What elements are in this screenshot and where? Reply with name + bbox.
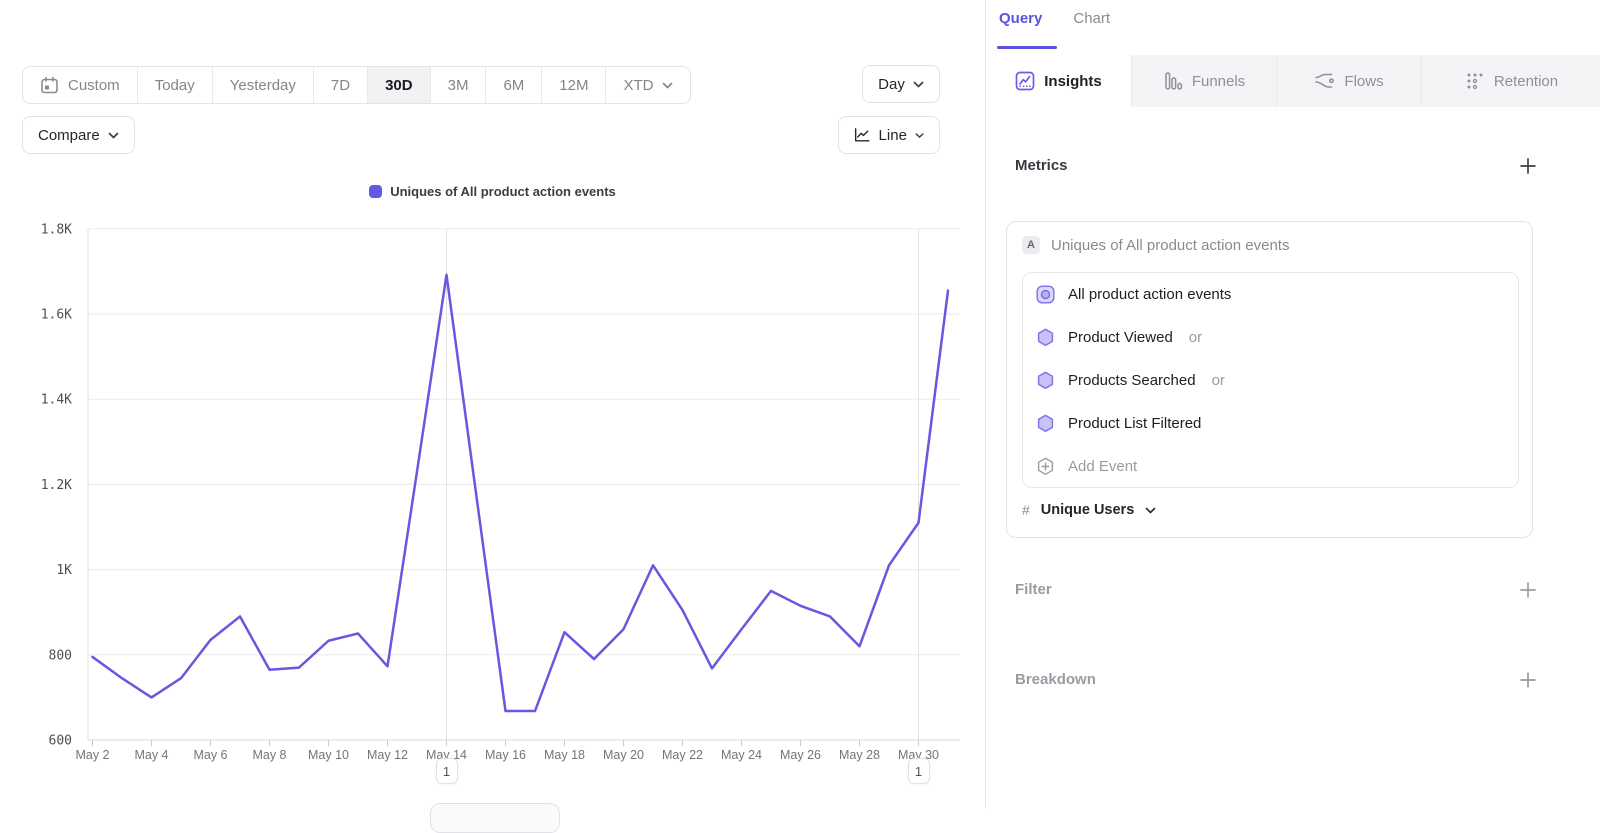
tab-chart[interactable]: Chart	[1073, 10, 1111, 27]
add-metric-button[interactable]	[1519, 157, 1537, 175]
x-axis-tick-label: May 10	[308, 748, 349, 762]
add-breakdown-button[interactable]	[1519, 671, 1537, 689]
event-operator: or	[1188, 329, 1203, 346]
metric-group-row[interactable]: A Uniques of All product action events	[1007, 222, 1532, 254]
x-axis-tick-label: May 24	[721, 748, 762, 762]
report-type-tabs: Insights Funnels Flows Retent	[986, 55, 1600, 107]
add-event-hexagon-plus-icon	[1037, 457, 1054, 475]
calendar-icon	[41, 76, 58, 93]
compare-label: Compare	[38, 126, 100, 144]
y-axis-tick-label: 1.8K	[41, 222, 72, 237]
add-filter-button[interactable]	[1519, 581, 1537, 599]
filter-title: Filter	[1015, 581, 1052, 598]
line-chart-icon	[854, 128, 870, 142]
granularity-dropdown[interactable]: Day	[862, 65, 940, 103]
event-list-card: All product action events Product Viewed…	[1022, 272, 1519, 488]
chart-legend: Uniques of All product action events	[0, 184, 985, 199]
granularity-label: Day	[878, 75, 905, 93]
x-axis-tick-label: May 8	[252, 748, 286, 762]
range-yesterday[interactable]: Yesterday	[211, 67, 313, 103]
event-group-icon	[1036, 285, 1055, 304]
tab-flows[interactable]: Flows	[1276, 55, 1421, 107]
y-axis-tick-label: 1.2K	[41, 478, 72, 493]
insights-icon	[1015, 71, 1035, 91]
hash-icon: #	[1022, 502, 1030, 518]
x-axis-tick-label: May 12	[367, 748, 408, 762]
chevron-down-icon	[108, 132, 119, 138]
tab-retention[interactable]: Retention	[1421, 55, 1600, 107]
range-12m[interactable]: 12M	[541, 67, 605, 103]
annotation-badge[interactable]: 1	[435, 758, 458, 784]
x-axis-tick-label: May 2	[75, 748, 109, 762]
event-row-product-viewed[interactable]: Product Viewed or	[1023, 316, 1518, 359]
metrics-title: Metrics	[1015, 157, 1068, 174]
tab-insights[interactable]: Insights	[986, 55, 1131, 107]
y-axis-tick-label: 800	[49, 648, 72, 663]
range-7d[interactable]: 7D	[312, 67, 367, 103]
retention-icon	[1467, 73, 1483, 90]
add-event-button[interactable]: Add Event	[1023, 445, 1518, 488]
panel-top-tabs: Query Chart	[999, 10, 1110, 27]
breakdown-title: Breakdown	[1015, 671, 1096, 688]
event-hexagon-icon	[1037, 371, 1054, 390]
chevron-down-icon	[915, 132, 924, 138]
event-row-products-searched[interactable]: Products Searched or	[1023, 359, 1518, 402]
metric-card: A Uniques of All product action events A…	[1006, 221, 1533, 538]
annotation-badge[interactable]: 1	[907, 758, 930, 784]
funnels-icon	[1165, 72, 1182, 90]
range-custom[interactable]: Custom	[23, 67, 137, 103]
compare-dropdown[interactable]: Compare	[22, 116, 135, 154]
active-tab-underline	[997, 46, 1057, 49]
chart-type-label: Line	[878, 126, 907, 144]
metric-group-name: Uniques of All product action events	[1051, 236, 1290, 254]
legend-label: Uniques of All product action events	[390, 184, 616, 199]
event-row-all-product-action-events[interactable]: All product action events	[1023, 273, 1518, 316]
chart-type-dropdown[interactable]: Line	[838, 116, 940, 154]
y-axis-tick-label: 600	[49, 734, 72, 749]
x-axis-tick-label: May 28	[839, 748, 880, 762]
chevron-down-icon	[913, 81, 924, 87]
range-6m[interactable]: 6M	[485, 67, 541, 103]
x-axis-tick-label: May 26	[780, 748, 821, 762]
x-axis-tick-label: May 30	[898, 748, 939, 762]
range-3m[interactable]: 3M	[429, 67, 486, 103]
x-axis-tick-label: May 6	[193, 748, 227, 762]
line-chart[interactable]: 600 800 1K 1.2K 1.4K 1.6K 1.8K May 2 May 4 May 6 M…	[0, 170, 985, 809]
event-row-product-list-filtered[interactable]: Product List Filtered	[1023, 402, 1518, 445]
event-hexagon-icon	[1037, 328, 1054, 347]
event-hexagon-icon	[1037, 414, 1054, 433]
chevron-down-icon	[663, 82, 673, 88]
range-today[interactable]: Today	[136, 67, 212, 103]
flows-icon	[1315, 73, 1335, 88]
range-xtd[interactable]: XTD	[605, 67, 690, 103]
x-axis-tick-label: May 16	[485, 748, 526, 762]
x-axis-tick-label: May 20	[603, 748, 644, 762]
metric-group-badge: A	[1022, 236, 1040, 254]
x-axis-tick-label: May 14	[426, 748, 467, 762]
range-custom-label: Custom	[68, 76, 120, 94]
query-panel: Query Chart Insights Funnels	[985, 0, 1600, 809]
date-range-group: Custom Today Yesterday 7D 30D 3M 6M 12M …	[22, 66, 692, 104]
event-operator: or	[1211, 372, 1225, 389]
range-30d-active[interactable]: 30D	[367, 67, 430, 103]
bottom-partial-panel	[430, 803, 560, 833]
tab-query[interactable]: Query	[999, 10, 1043, 27]
x-axis-tick-label: May 22	[662, 748, 703, 762]
tab-funnels[interactable]: Funnels	[1131, 55, 1276, 107]
measurement-dropdown[interactable]: # Unique Users	[1022, 502, 1156, 518]
series-line[interactable]	[91, 273, 950, 713]
y-axis-tick-label: 1K	[56, 563, 72, 578]
x-axis-tick-label: May 4	[134, 748, 168, 762]
legend-swatch	[369, 185, 383, 198]
chevron-down-icon	[1145, 507, 1156, 513]
y-axis-tick-label: 1.6K	[41, 308, 72, 323]
x-axis-tick-label: May 18	[544, 748, 585, 762]
y-axis-tick-label: 1.4K	[41, 393, 72, 408]
chart-region: Custom Today Yesterday 7D 30D 3M 6M 12M …	[0, 65, 985, 833]
